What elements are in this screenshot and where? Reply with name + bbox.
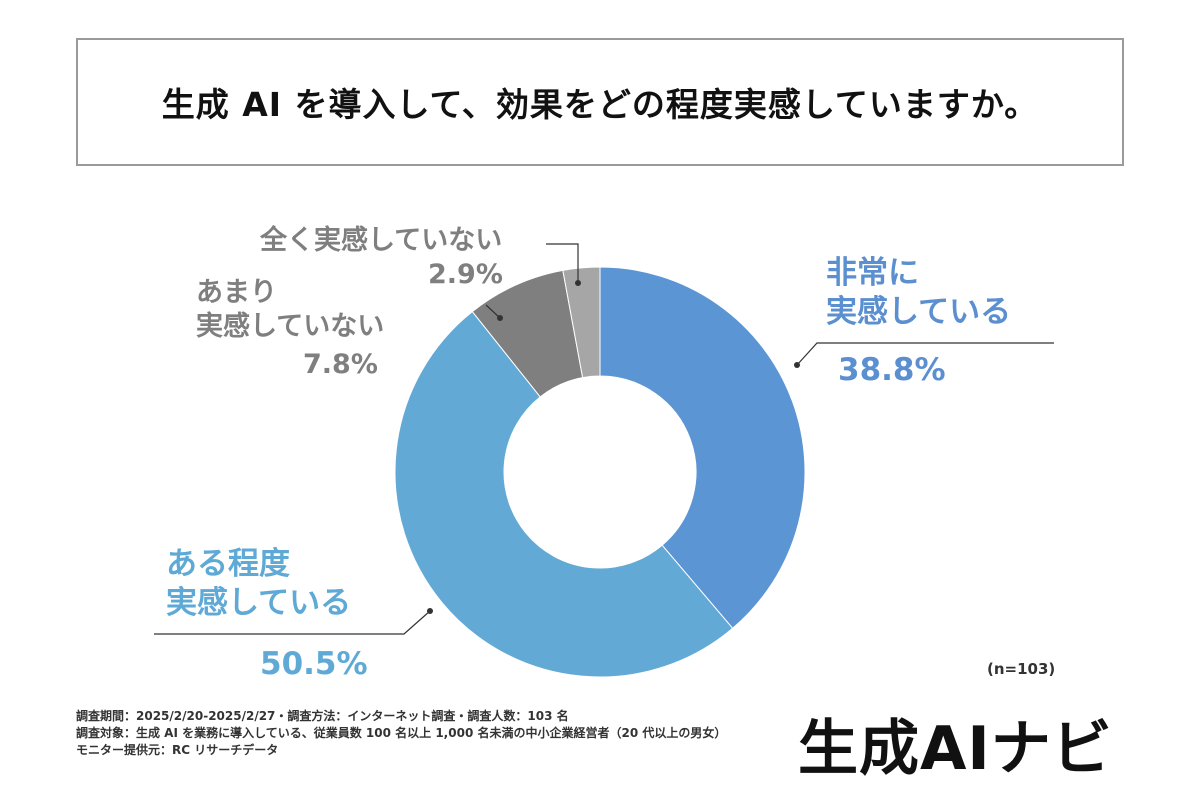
label-very: 非常に 実感している: [826, 254, 1011, 332]
leader-line-very: [796, 342, 1054, 366]
label-notmuch: あまり 実感していない: [196, 276, 384, 344]
label-notmuch-line1: あまり: [196, 277, 277, 308]
survey-notes: 調査期間：2025/2/20-2025/2/27・調査方法：インターネット調査・…: [76, 708, 726, 759]
slice-some: [394, 310, 734, 678]
leader-dot-notmuch: [497, 315, 503, 321]
label-some-line1: ある程度: [166, 546, 290, 582]
label-some: ある程度 実感している: [166, 545, 351, 623]
label-notmuch-line2: 実感していない: [196, 310, 385, 342]
chart-title: 生成 AI を導入して、効果をどの程度実感していますか。: [161, 85, 1039, 124]
leader-line-none: [546, 243, 579, 283]
note-provider: モニター提供元：RC リサーチデータ: [76, 743, 279, 757]
brand-logo: 生成AIナビ: [798, 714, 1113, 784]
note-target: 調査対象：生成 AI を業務に導入している、従業員数 100 名以上 1,000…: [76, 726, 727, 740]
slice-none: [562, 266, 601, 379]
pct-some: 50.5%: [260, 646, 368, 682]
leader-dot-very: [794, 362, 800, 368]
pct-notmuch: 7.8%: [303, 349, 378, 380]
pct-none: 2.9%: [428, 259, 503, 290]
slice-very: [599, 266, 806, 630]
label-some-line2: 実感している: [166, 584, 352, 621]
pct-very: 38.8%: [838, 352, 946, 388]
note-period: 調査期間：2025/2/20-2025/2/27・調査方法：インターネット調査・…: [76, 709, 569, 723]
label-none: 全く実感していない: [260, 225, 503, 256]
leader-line-some: [154, 610, 431, 635]
sample-size: (n=103): [987, 660, 1056, 678]
leader-dot-none: [575, 280, 581, 286]
leader-line-notmuch: [485, 304, 501, 319]
label-very-line2: 実感している: [826, 293, 1012, 330]
label-very-line1: 非常に: [826, 255, 919, 291]
title-box: 生成 AI を導入して、効果をどの程度実感していますか。: [76, 38, 1124, 166]
leader-dot-some: [427, 608, 433, 614]
